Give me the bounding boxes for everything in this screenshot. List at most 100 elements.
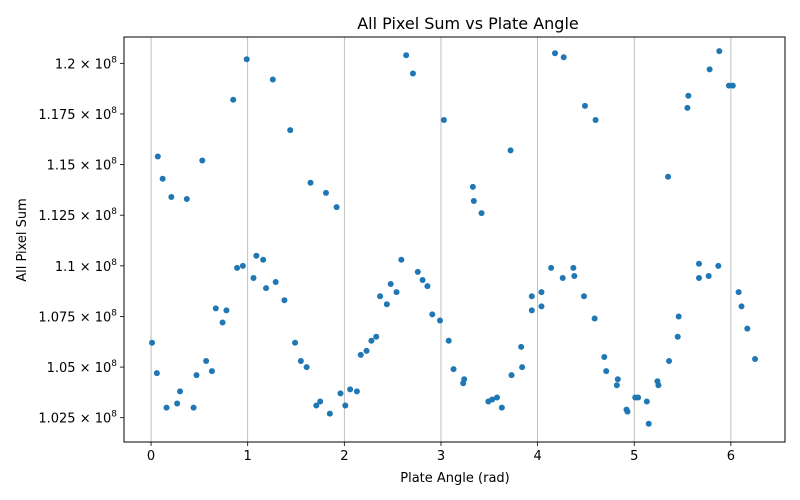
data-point xyxy=(193,372,200,379)
data-point xyxy=(684,104,691,111)
data-point xyxy=(212,305,219,312)
x-tick-label: 4 xyxy=(533,449,541,464)
data-point xyxy=(469,183,476,190)
data-point xyxy=(219,319,226,326)
data-point xyxy=(419,277,426,283)
grid-lines xyxy=(150,37,732,442)
data-point xyxy=(538,303,545,310)
x-axis-label: Plate Angle (rad) xyxy=(400,471,509,486)
data-point xyxy=(297,358,304,364)
data-point xyxy=(666,358,673,364)
data-point xyxy=(393,289,400,296)
data-point xyxy=(263,285,270,292)
data-point xyxy=(168,193,175,200)
x-tick-label: 0 xyxy=(147,449,155,464)
data-point xyxy=(363,347,370,354)
x-axis: 0 1 2 3 4 5 6 xyxy=(147,442,735,464)
data-point xyxy=(272,279,279,286)
data-point xyxy=(163,404,170,411)
data-point xyxy=(414,268,421,275)
x-tick-label: 5 xyxy=(630,449,638,464)
data-point xyxy=(230,96,237,103)
data-point xyxy=(287,127,294,134)
data-point xyxy=(508,372,515,379)
data-point xyxy=(234,264,241,271)
data-point xyxy=(260,256,267,263)
data-point xyxy=(303,364,310,371)
data-point xyxy=(528,293,535,300)
data-point xyxy=(489,396,496,403)
data-point xyxy=(269,76,276,83)
data-point xyxy=(665,173,672,180)
data-point xyxy=(560,54,567,61)
y-tick-label: 1.2 × 108 xyxy=(55,55,117,72)
data-point xyxy=(440,117,447,124)
x-tick-label: 2 xyxy=(340,449,348,464)
data-point xyxy=(470,198,477,205)
data-point xyxy=(153,370,160,377)
data-point xyxy=(643,398,650,405)
x-tick-label: 1 xyxy=(244,449,252,464)
data-point xyxy=(494,394,501,401)
data-point xyxy=(387,281,394,288)
data-point xyxy=(695,260,702,267)
data-point xyxy=(716,48,723,55)
data-point xyxy=(159,175,166,182)
x-tick-label: 3 xyxy=(437,449,445,464)
x-tick-label: 6 xyxy=(727,449,735,464)
chart-title: All Pixel Sum vs Plate Angle xyxy=(357,14,579,33)
data-point xyxy=(705,272,712,279)
data-point xyxy=(445,337,452,344)
data-point xyxy=(715,262,722,269)
data-point xyxy=(398,256,405,263)
data-point xyxy=(373,333,380,340)
data-point xyxy=(322,189,329,196)
data-point xyxy=(581,102,588,109)
data-point xyxy=(347,386,354,393)
data-point xyxy=(377,293,384,300)
data-point xyxy=(253,252,260,259)
data-point xyxy=(614,376,621,383)
data-point xyxy=(368,337,375,344)
data-point xyxy=(203,358,210,364)
data-point xyxy=(695,274,702,281)
data-point xyxy=(199,157,206,164)
data-point xyxy=(478,210,485,217)
data-point xyxy=(624,408,631,415)
data-point xyxy=(571,272,578,279)
data-point xyxy=(223,307,230,314)
data-point xyxy=(603,368,610,375)
data-point xyxy=(752,355,759,362)
data-point xyxy=(729,82,736,89)
data-point xyxy=(450,366,457,373)
y-tick-label: 1.075 × 108 xyxy=(38,308,117,325)
y-axis-label: All Pixel Sum xyxy=(15,198,30,282)
data-point xyxy=(645,420,652,427)
data-point xyxy=(674,333,681,340)
data-point xyxy=(317,398,324,405)
y-tick-label: 1.175 × 108 xyxy=(38,106,117,123)
data-point xyxy=(424,283,431,290)
y-tick-label: 1.1 × 108 xyxy=(55,258,117,275)
data-point xyxy=(429,311,436,318)
data-point xyxy=(675,313,682,320)
data-point xyxy=(292,339,299,346)
data-point xyxy=(437,317,444,324)
y-tick-label: 1.025 × 108 xyxy=(38,410,117,427)
data-point xyxy=(208,368,215,375)
data-point xyxy=(548,264,555,271)
data-point xyxy=(655,382,662,389)
data-point xyxy=(528,307,535,314)
data-point xyxy=(177,388,184,395)
data-point xyxy=(744,325,751,332)
data-point xyxy=(313,402,320,409)
data-point xyxy=(337,390,344,397)
data-point xyxy=(591,315,598,322)
y-tick-label: 1.125 × 108 xyxy=(38,207,117,224)
data-point xyxy=(570,264,577,271)
data-point xyxy=(383,301,390,308)
data-point xyxy=(281,297,288,304)
plot-frame xyxy=(123,36,786,443)
data-point xyxy=(149,339,156,346)
data-point xyxy=(353,388,360,395)
